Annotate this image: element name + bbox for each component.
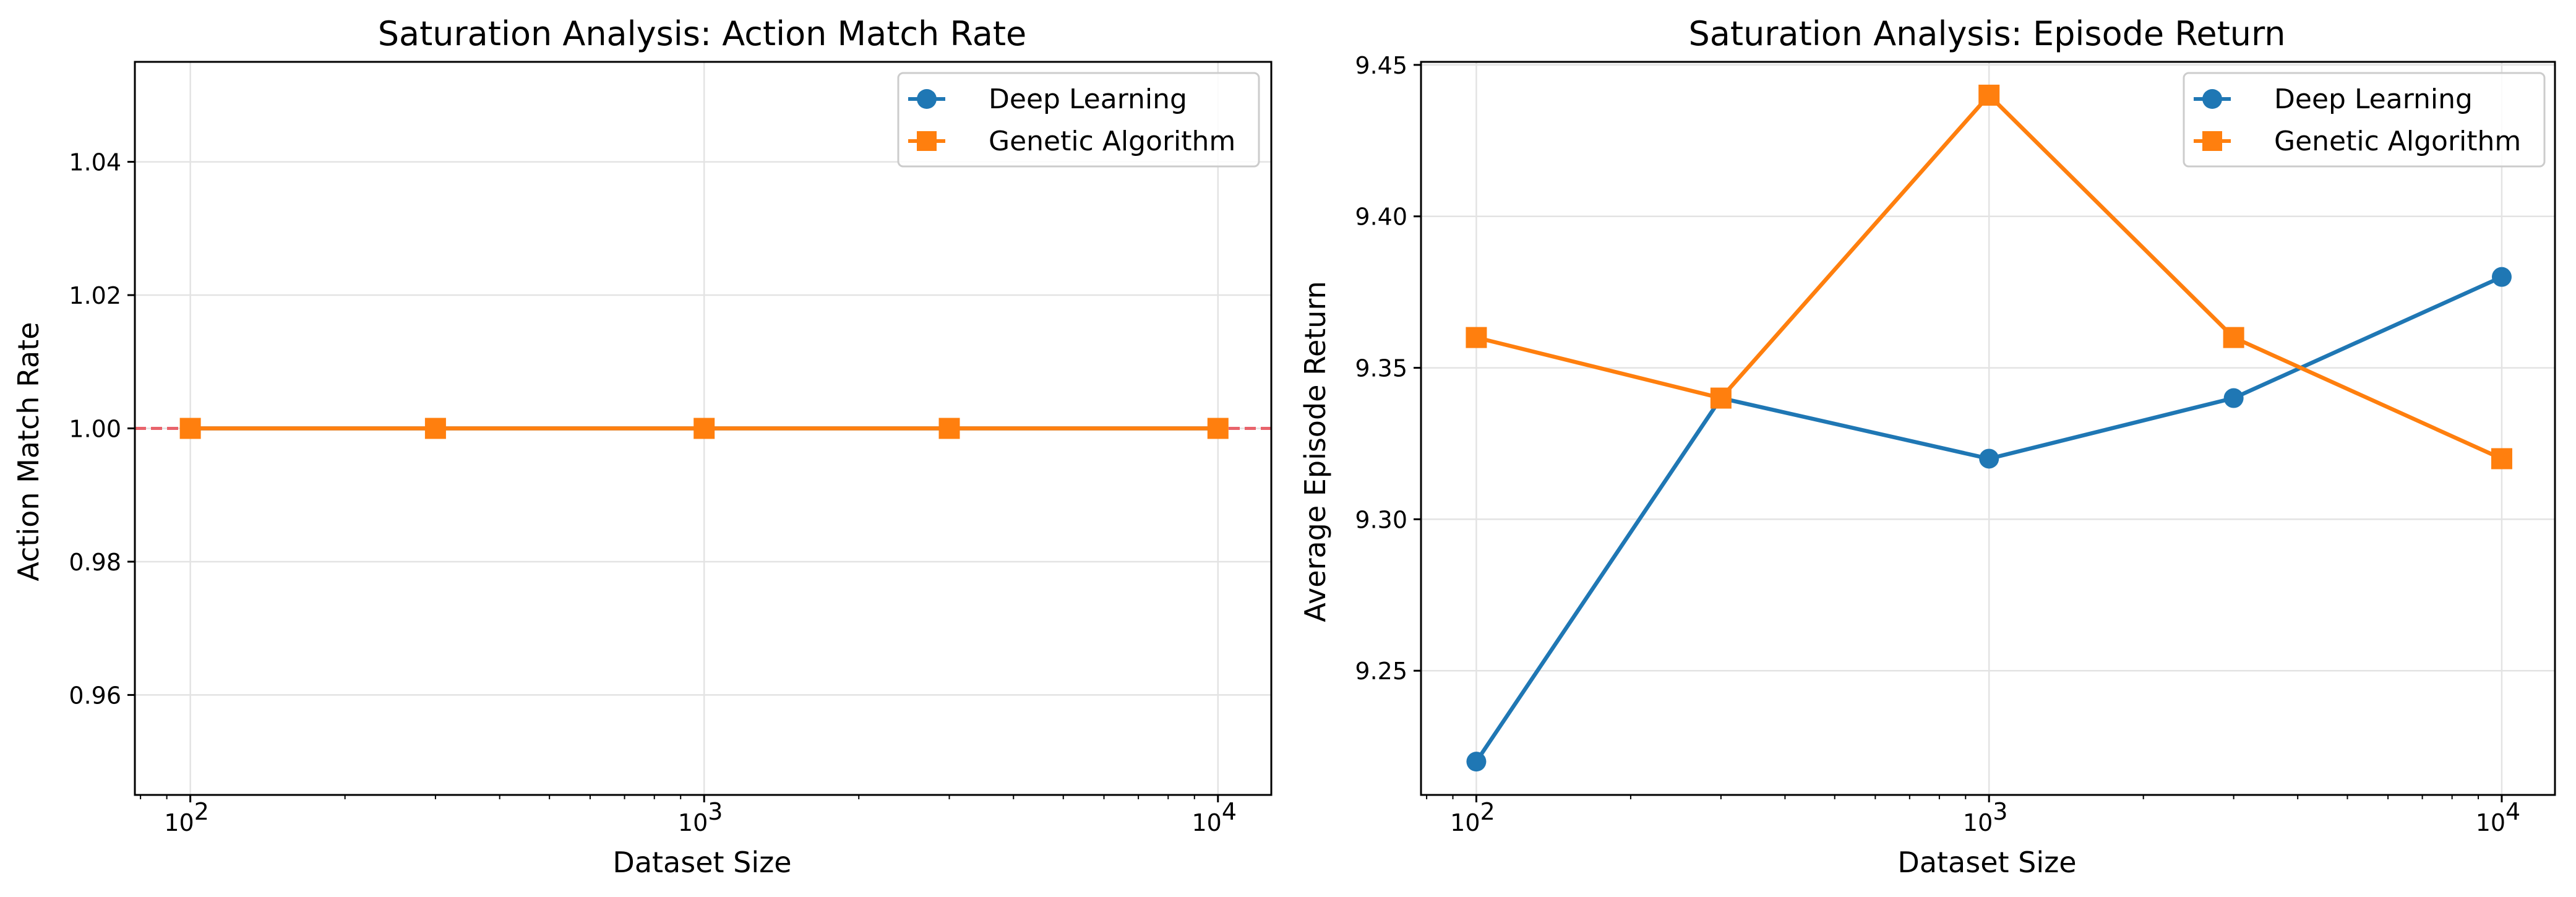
y-tick-label: 9.25 — [1355, 658, 1407, 685]
legend-marker-genetic-algorithm — [917, 131, 937, 151]
data-point-genetic-algorithm — [2223, 327, 2244, 348]
series-layer — [179, 418, 1229, 439]
legend-frame — [2183, 72, 2546, 168]
x-axis-label: Dataset Size — [1897, 846, 2076, 879]
data-point-deep-learning — [2491, 267, 2512, 287]
legend-label-deep-learning: Deep Learning — [2274, 84, 2473, 115]
x-axis-label: Dataset Size — [612, 846, 791, 879]
data-point-genetic-algorithm — [1710, 387, 1732, 409]
data-point-deep-learning — [2223, 388, 2244, 408]
legend-marker-genetic-algorithm — [2202, 131, 2222, 151]
y-tick-label: 9.45 — [1355, 52, 1407, 79]
data-point-deep-learning — [1466, 752, 1487, 772]
y-tick-label: 1.04 — [69, 149, 121, 176]
chart-episode-return: Saturation Analysis: Episode Return Data… — [1299, 14, 2556, 879]
y-axis-label: Average Episode Return — [1299, 281, 1332, 622]
y-tick-label: 1.00 — [69, 416, 121, 443]
data-point-genetic-algorithm — [693, 418, 715, 439]
y-tick-label: 0.96 — [69, 682, 121, 709]
data-point-genetic-algorithm — [938, 418, 960, 439]
legend-label-genetic-algorithm: Genetic Algorithm — [989, 126, 1235, 157]
data-point-genetic-algorithm — [1978, 84, 2000, 106]
data-point-genetic-algorithm — [1207, 418, 1229, 439]
legend-label-deep-learning: Deep Learning — [989, 84, 1187, 115]
chart-title: Saturation Analysis: Action Match Rate — [378, 14, 1027, 53]
y-tick-label: 9.35 — [1355, 355, 1407, 382]
y-tick-label: 1.02 — [69, 282, 121, 309]
legend: Deep Learning Genetic Algorithm — [2183, 72, 2546, 168]
legend-label-genetic-algorithm: Genetic Algorithm — [2274, 126, 2521, 157]
data-point-genetic-algorithm — [2491, 448, 2512, 470]
legend: Deep Learning Genetic Algorithm — [897, 72, 1260, 168]
data-point-genetic-algorithm — [179, 418, 201, 439]
chart-action-match-rate: Saturation Analysis: Action Match Rate D… — [12, 14, 1273, 879]
data-point-genetic-algorithm — [1466, 327, 1487, 348]
legend-frame — [897, 72, 1260, 168]
chart-title: Saturation Analysis: Episode Return — [1689, 14, 2286, 53]
plot-frame — [1420, 61, 2556, 796]
data-point-genetic-algorithm — [424, 418, 446, 439]
legend-marker-deep-learning — [2202, 89, 2222, 109]
series-layer — [1466, 84, 2512, 772]
y-tick-label: 0.98 — [69, 549, 121, 576]
legend-marker-deep-learning — [917, 89, 937, 109]
y-axis-label: Action Match Rate — [12, 322, 45, 581]
y-tick-label: 9.30 — [1355, 506, 1407, 533]
data-point-deep-learning — [1979, 448, 1999, 469]
y-tick-label: 9.40 — [1355, 204, 1407, 231]
grid — [1421, 62, 2555, 795]
